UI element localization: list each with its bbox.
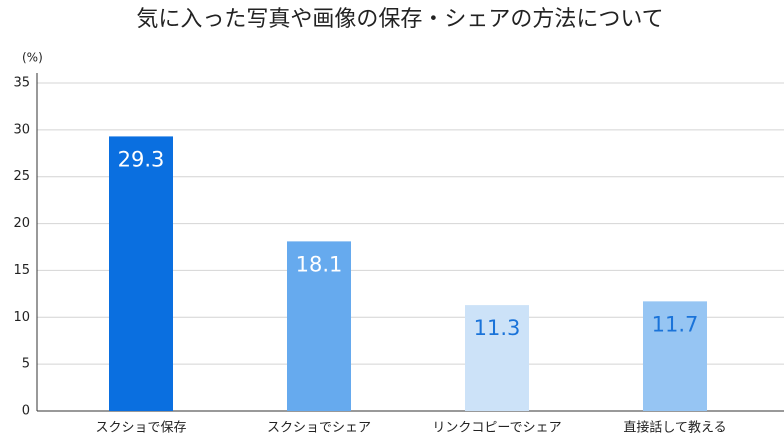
bar	[643, 301, 707, 411]
y-tick-label: 20	[13, 216, 30, 231]
x-tick-label: スクショで保存	[95, 421, 186, 436]
y-tick-label: 5	[22, 357, 30, 372]
x-tick-label: 直接話して教える	[623, 420, 726, 436]
chart-title: 気に入った写真や画像の保存・シェアの方法について	[136, 7, 663, 32]
x-tick-label: リンクコピーでシェア	[432, 421, 561, 436]
value-label: 11.7	[652, 312, 699, 336]
y-tick-label: 30	[13, 122, 30, 137]
bar	[465, 305, 529, 411]
bar	[287, 241, 351, 411]
x-tick-label: スクショでシェア	[267, 421, 371, 436]
y-tick-label: 15	[13, 263, 30, 278]
y-tick-label: 0	[22, 404, 30, 419]
value-label: 18.1	[296, 252, 343, 276]
y-tick-label: 25	[13, 169, 30, 184]
y-unit: (%)	[22, 51, 43, 65]
bar	[109, 136, 173, 411]
y-tick-label: 10	[13, 310, 30, 325]
y-tick-label: 35	[13, 76, 30, 91]
value-label: 11.3	[474, 316, 521, 340]
value-label: 29.3	[118, 147, 165, 171]
